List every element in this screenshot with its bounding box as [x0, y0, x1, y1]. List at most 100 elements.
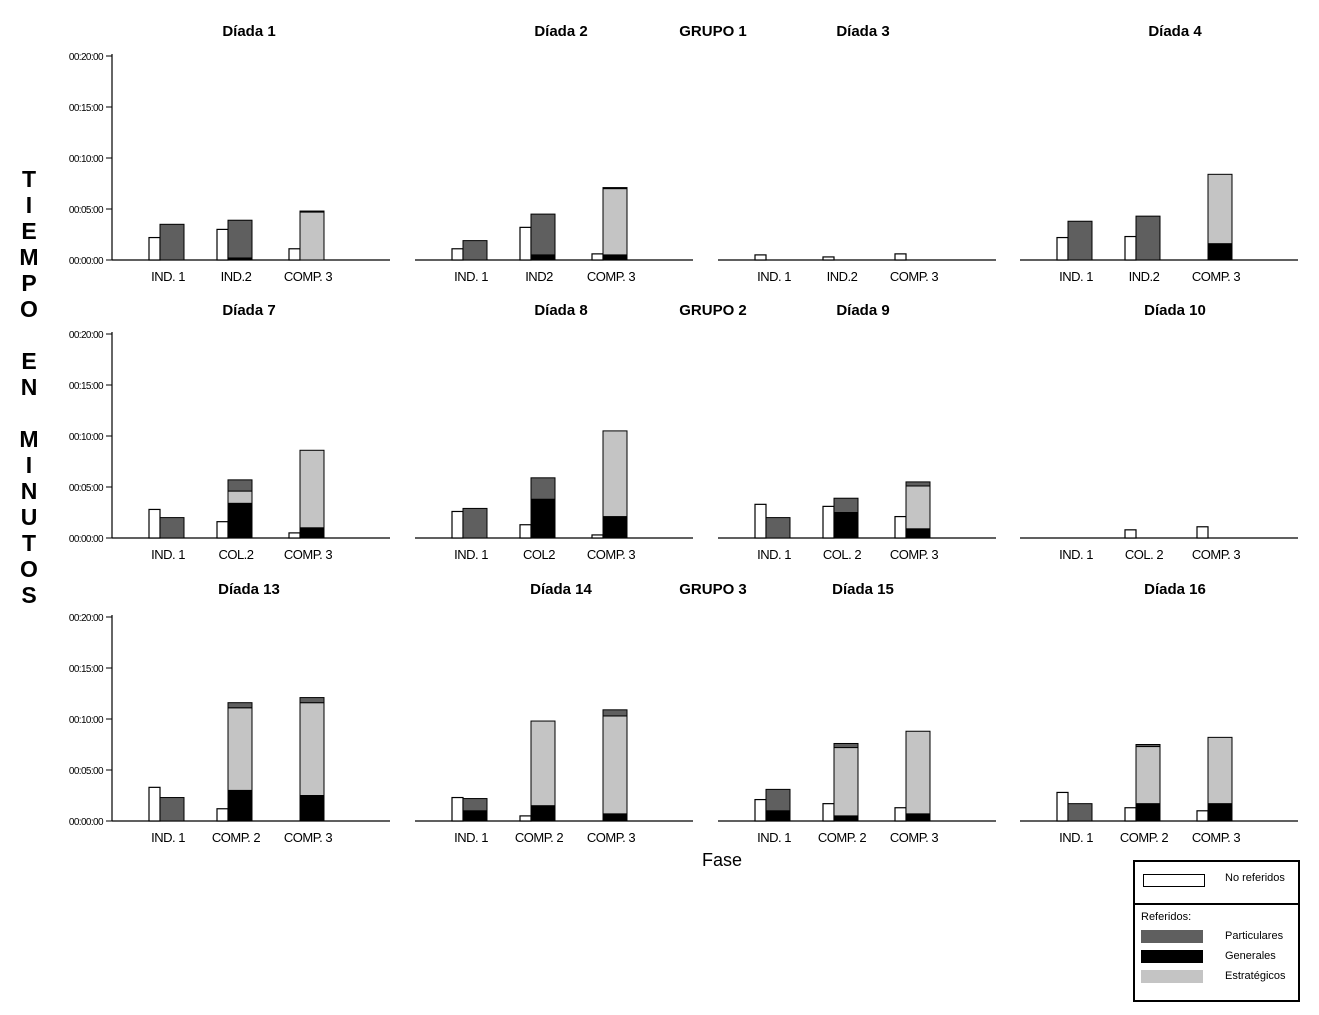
- bar-generales: [602, 813, 628, 822]
- y-axis-title-letter: T: [22, 530, 36, 556]
- y-tick-label: 00:05:00: [69, 766, 104, 777]
- y-axis-title-letter: O: [20, 296, 38, 322]
- bar-estrategicos: [1207, 736, 1233, 805]
- bar-no-referidos: [894, 807, 907, 822]
- panel-title: Díada 15: [832, 581, 894, 598]
- y-tick-label: 00:20:00: [69, 613, 104, 624]
- bar-estrategicos: [299, 702, 325, 796]
- bar-no-referidos: [591, 534, 604, 539]
- x-tick-label: COMP. 3: [284, 830, 333, 845]
- bar-generales: [905, 528, 931, 539]
- bar-no-referidos: [754, 798, 767, 822]
- x-tick-label: COL2: [523, 547, 555, 562]
- bar-particulares: [765, 788, 791, 812]
- bar-particulares: [602, 187, 628, 190]
- x-tick-label: IND2: [525, 269, 553, 284]
- x-tick-label: COMP. 3: [890, 830, 939, 845]
- bar-generales: [1207, 803, 1233, 822]
- bar-no-referidos: [216, 808, 229, 822]
- panel-title: Díada 13: [218, 581, 280, 598]
- bar-no-referidos: [822, 803, 835, 822]
- y-tick-label: 00:05:00: [69, 205, 104, 216]
- bar-particulares: [299, 210, 325, 213]
- y-tick-label: 00:20:00: [69, 330, 104, 341]
- x-tick-label: IND. 1: [1059, 830, 1093, 845]
- panel-title: Díada 16: [1144, 581, 1206, 598]
- bar-no-referidos: [1124, 529, 1137, 539]
- bar-particulares: [159, 797, 185, 822]
- y-tick-label: 00:15:00: [69, 103, 104, 114]
- panel-title: Díada 2: [534, 23, 587, 40]
- bar-no-referidos: [451, 510, 464, 539]
- bar-particulares: [1135, 744, 1161, 748]
- y-axis-title-letter: O: [20, 556, 38, 582]
- bar-generales: [602, 516, 628, 539]
- bar-generales: [1207, 243, 1233, 261]
- bar-no-referidos: [288, 532, 301, 539]
- group-label: GRUPO 3: [679, 581, 747, 598]
- panel-title: Díada 3: [836, 23, 889, 40]
- x-tick-label: IND.2: [221, 269, 252, 284]
- x-tick-label: IND. 1: [757, 547, 791, 562]
- bar-particulares: [833, 742, 859, 749]
- y-tick-label: 00:00:00: [69, 534, 104, 545]
- bar-generales: [530, 498, 556, 539]
- y-axis-title-letter: I: [26, 452, 32, 478]
- legend-swatch-particulares: [1141, 930, 1203, 943]
- bar-no-referidos: [1196, 526, 1209, 539]
- bar-generales: [530, 254, 556, 261]
- bar-particulares: [227, 219, 253, 259]
- bar-no-referidos: [451, 248, 464, 261]
- panel-title: Díada 8: [534, 302, 587, 319]
- bar-generales: [1135, 803, 1161, 822]
- legend-label-no-referidos: No referidos: [1225, 872, 1285, 884]
- bar-generales: [299, 527, 325, 539]
- bar-no-referidos: [754, 503, 767, 539]
- bar-no-referidos: [894, 253, 907, 261]
- y-tick-label: 00:10:00: [69, 715, 104, 726]
- legend-swatch-no-referidos: [1143, 874, 1205, 887]
- panel-title: Díada 9: [836, 302, 889, 319]
- bar-generales: [833, 512, 859, 539]
- bar-particulares: [530, 477, 556, 500]
- bar-estrategicos: [227, 707, 253, 791]
- legend-label-estrategicos: Estratégicos: [1225, 970, 1286, 982]
- bar-no-referidos: [451, 796, 464, 822]
- bar-estrategicos: [602, 715, 628, 815]
- bar-no-referidos: [519, 226, 532, 261]
- y-axis-title-letter: I: [26, 192, 32, 218]
- bar-no-referidos: [148, 236, 161, 261]
- bar-no-referidos: [1124, 235, 1137, 261]
- x-tick-label: COMP. 3: [284, 547, 333, 562]
- legend-label-particulares: Particulares: [1225, 930, 1284, 942]
- bar-no-referidos: [1056, 236, 1069, 261]
- bar-no-referidos: [894, 515, 907, 539]
- group-label: GRUPO 1: [679, 23, 747, 40]
- bar-estrategicos: [905, 730, 931, 815]
- bar-no-referidos: [1196, 810, 1209, 822]
- x-tick-label: COL. 2: [1125, 547, 1163, 562]
- x-tick-label: COMP. 3: [890, 547, 939, 562]
- bar-no-referidos: [1056, 791, 1069, 822]
- x-tick-label: IND. 1: [1059, 269, 1093, 284]
- bar-no-referidos: [822, 256, 835, 261]
- y-tick-label: 00:10:00: [69, 154, 104, 165]
- x-tick-label: IND. 1: [757, 830, 791, 845]
- bar-particulares: [462, 240, 488, 261]
- bar-generales: [227, 789, 253, 822]
- x-tick-label: IND. 1: [151, 830, 185, 845]
- x-tick-label: COMP. 2: [212, 830, 261, 845]
- bar-particulares: [833, 497, 859, 514]
- bar-generales: [462, 810, 488, 822]
- bar-estrategicos: [227, 490, 253, 504]
- bar-generales: [299, 795, 325, 822]
- bar-generales: [765, 810, 791, 822]
- legend-label-generales: Generales: [1225, 950, 1276, 962]
- y-tick-label: 00:20:00: [69, 52, 104, 63]
- group-label: GRUPO 2: [679, 302, 747, 319]
- bar-no-referidos: [519, 815, 532, 822]
- legend-swatch-generales: [1141, 950, 1203, 963]
- y-axis-title-letter: S: [21, 582, 36, 608]
- bar-particulares: [765, 517, 791, 539]
- y-axis-title-letter: N: [21, 478, 38, 504]
